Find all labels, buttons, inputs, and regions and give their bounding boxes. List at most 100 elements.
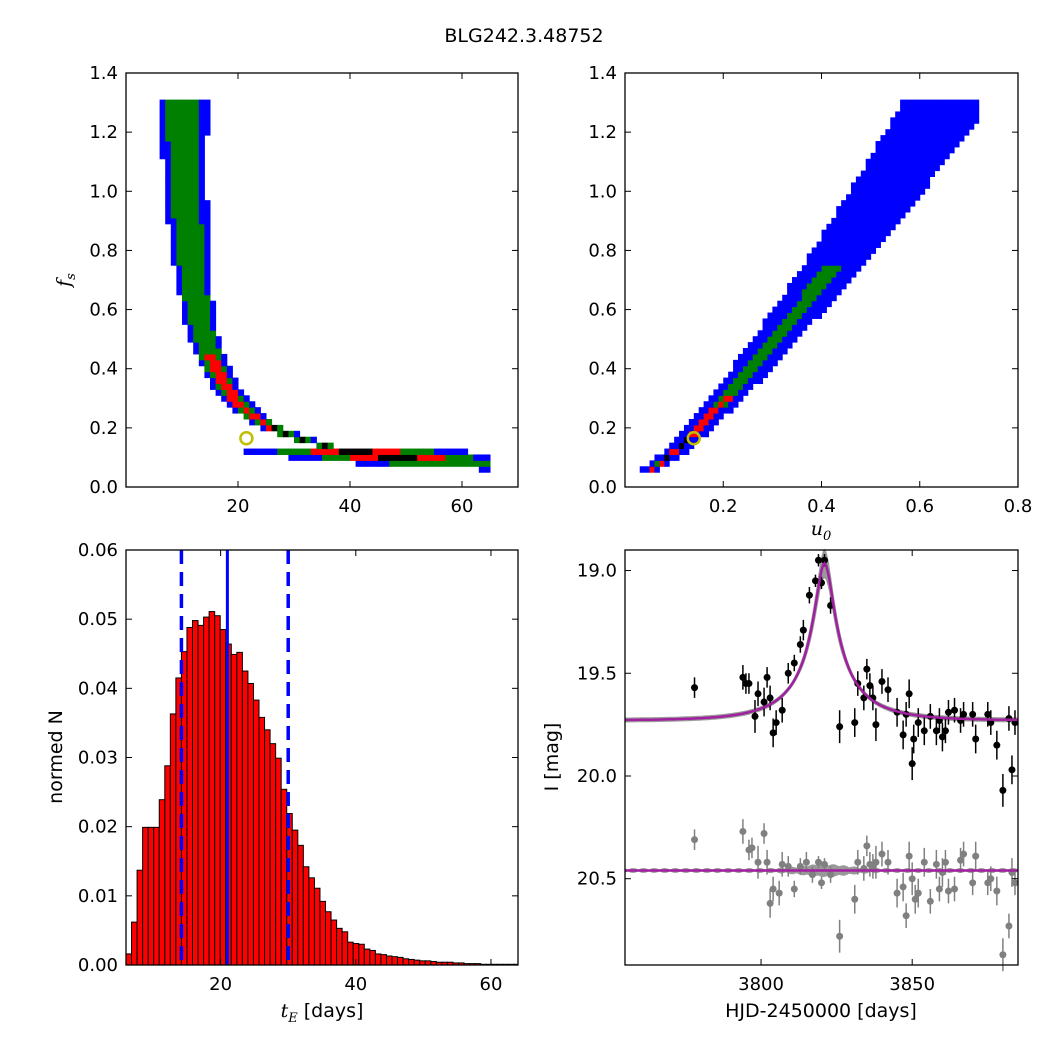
heatmap-cell: [204, 359, 211, 367]
heatmap-cell: [850, 235, 857, 243]
heatmap-cell: [422, 454, 429, 461]
heatmap-cell: [266, 418, 273, 426]
histogram-bar: [297, 844, 304, 966]
heatmap-cell: [322, 454, 329, 461]
heatmap-cell: [944, 135, 950, 142]
heatmap-cell: [914, 194, 921, 201]
heatmap-cell: [801, 306, 808, 314]
heatmap-cell: [767, 336, 773, 343]
heatmap-cell: [801, 300, 808, 308]
heatmap-cell: [816, 265, 822, 272]
heatmap-cell: [198, 330, 205, 337]
heatmap-cell: [282, 430, 289, 438]
heatmap-cell: [959, 111, 965, 118]
heatmap-cell: [885, 170, 891, 177]
heatmap-cell: [718, 413, 724, 420]
p2-ytick-label: 0.4: [588, 359, 617, 380]
heatmap-cell: [865, 223, 872, 231]
heatmap-cell: [159, 146, 166, 154]
heatmap-cell: [198, 318, 205, 325]
residual-point: [902, 912, 910, 920]
heatmap-cell: [772, 348, 778, 355]
heatmap-cell: [210, 318, 217, 325]
p4-xtick-label: 3850: [889, 974, 935, 995]
heatmap-cell: [649, 466, 655, 473]
heatmap-cell: [187, 271, 194, 278]
heatmap-cell: [841, 241, 847, 248]
heatmap-cell: [968, 117, 975, 124]
p1-ytick-label: 0.4: [89, 359, 118, 380]
heatmap-cell: [187, 265, 194, 272]
heatmap-cell: [762, 365, 768, 373]
heatmap-cell: [742, 377, 749, 384]
heatmap-cell: [909, 170, 916, 177]
heatmap-cell: [187, 182, 194, 189]
heatmap-cell: [305, 454, 312, 461]
heatmap-cell: [187, 194, 194, 201]
heatmap-cell: [422, 448, 429, 455]
heatmap-cell: [860, 229, 867, 237]
heatmap-cell: [221, 389, 228, 396]
heatmap-cell: [870, 223, 877, 231]
heatmap-cell: [782, 342, 788, 349]
heatmap-cell: [182, 217, 189, 225]
heatmap-cell: [944, 105, 950, 112]
heatmap-cell: [170, 129, 177, 136]
heatmap-cell: [688, 442, 695, 450]
heatmap-cell: [232, 407, 239, 414]
heatmap-cell: [836, 271, 842, 278]
heatmap-cell: [787, 342, 793, 349]
model-curve: [625, 561, 1018, 722]
heatmap-cell: [170, 141, 177, 148]
heatmap-cell: [777, 348, 783, 355]
heatmap-cell: [865, 217, 872, 225]
heatmap-cell: [846, 277, 852, 284]
heatmap-cell: [198, 336, 205, 343]
heatmap-cell: [187, 206, 194, 213]
heatmap-cell: [170, 135, 177, 142]
heatmap-cell: [187, 117, 194, 124]
heatmap-cell: [777, 330, 783, 337]
heatmap-cell: [919, 135, 926, 142]
heatmap-cell: [939, 146, 945, 154]
heatmap-cell: [968, 111, 975, 118]
heatmap-cell: [900, 135, 906, 142]
heatmap-cell: [417, 448, 424, 455]
heatmap-cell: [654, 460, 660, 467]
heatmap-cell: [182, 235, 189, 243]
heatmap-cell: [198, 271, 205, 278]
heatmap-cell: [855, 194, 862, 201]
p1-ytick-label: 0.8: [89, 240, 118, 261]
heatmap-cell: [176, 235, 183, 243]
heatmap-cell: [796, 277, 803, 284]
heatmap-cell: [718, 407, 724, 414]
heatmap-cell: [929, 141, 935, 148]
heatmap-cell: [826, 247, 832, 254]
heatmap-cell: [733, 395, 739, 402]
heatmap-cell: [434, 454, 441, 461]
heatmap-cell: [900, 99, 906, 107]
heatmap-cell: [664, 454, 670, 461]
residual-point: [944, 887, 952, 895]
heatmap-cell: [193, 342, 200, 349]
heatmap-cell: [895, 135, 901, 142]
heatmap-cell: [193, 211, 200, 219]
heatmap-cell: [198, 182, 205, 189]
heatmap-cell: [963, 129, 970, 136]
heatmap-cell: [193, 188, 200, 195]
heatmap-cell: [875, 170, 881, 177]
residual-point: [827, 871, 835, 879]
heatmap-cell: [170, 194, 177, 201]
heatmap-cell: [821, 241, 827, 248]
heatmap-cell: [865, 182, 872, 189]
heatmap-cell: [959, 135, 965, 142]
heatmap-cell: [796, 324, 803, 331]
p3-xtick-label: 40: [344, 974, 367, 995]
heatmap-cell: [816, 312, 822, 319]
best-fit-marker: [686, 430, 702, 446]
data-point: [878, 677, 886, 685]
heatmap-cell: [836, 265, 842, 272]
heatmap-cell: [165, 146, 172, 154]
heatmap-cell: [688, 430, 695, 438]
heatmap-cell: [198, 217, 205, 225]
